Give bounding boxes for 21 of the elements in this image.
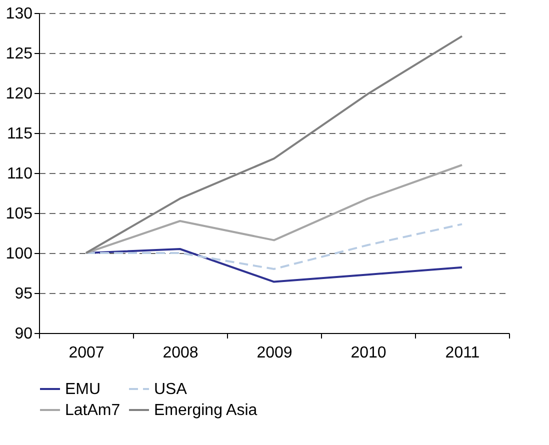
x-tick-label: 2011 bbox=[445, 344, 480, 362]
y-tick-label: 130 bbox=[6, 6, 33, 22]
line-series bbox=[85, 223, 463, 270]
y-tick-label: 120 bbox=[6, 86, 33, 102]
line-series bbox=[85, 164, 463, 254]
x-tick-label: 2008 bbox=[162, 344, 198, 362]
y-tick-label: 110 bbox=[6, 166, 33, 182]
y-tick-label: 95 bbox=[14, 286, 33, 302]
x-tick-label: 2009 bbox=[256, 344, 292, 362]
x-tick-label: 2010 bbox=[350, 344, 386, 362]
y-tick-label: 100 bbox=[6, 246, 33, 262]
legend-label: LatAm7 bbox=[65, 402, 120, 419]
legend-label: EMU bbox=[65, 381, 101, 398]
y-tick-label: 90 bbox=[14, 326, 33, 342]
x-tick-label: 2007 bbox=[68, 344, 104, 362]
legend-label: USA bbox=[154, 381, 188, 398]
y-tick-label: 115 bbox=[6, 126, 33, 142]
y-tick-label: 105 bbox=[6, 206, 33, 222]
legend-label: Emerging Asia bbox=[154, 402, 258, 419]
line-series bbox=[85, 35, 463, 254]
y-tick-label: 125 bbox=[6, 46, 33, 62]
